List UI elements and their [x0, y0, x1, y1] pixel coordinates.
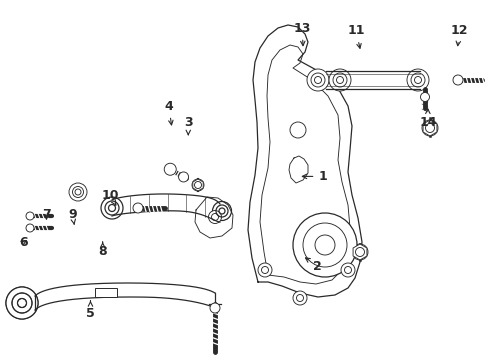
Text: 10: 10	[101, 189, 119, 205]
Polygon shape	[288, 156, 307, 183]
Text: 14: 14	[418, 109, 436, 129]
Text: 8: 8	[98, 242, 107, 258]
Circle shape	[6, 287, 38, 319]
Circle shape	[209, 303, 220, 313]
Text: 4: 4	[164, 100, 173, 125]
Circle shape	[420, 93, 428, 102]
Circle shape	[69, 183, 87, 201]
Text: 1: 1	[302, 170, 326, 183]
Text: 2: 2	[305, 258, 322, 273]
Text: 7: 7	[42, 208, 51, 221]
Circle shape	[292, 291, 306, 305]
Circle shape	[351, 244, 367, 260]
Circle shape	[421, 120, 437, 136]
Text: 9: 9	[68, 208, 77, 224]
Circle shape	[208, 211, 221, 224]
Text: 13: 13	[293, 22, 310, 46]
Polygon shape	[422, 120, 436, 136]
Polygon shape	[352, 244, 366, 260]
Polygon shape	[192, 179, 203, 191]
Polygon shape	[195, 197, 232, 238]
Circle shape	[164, 163, 176, 175]
Bar	[95, 288, 117, 297]
Circle shape	[212, 202, 231, 220]
Circle shape	[26, 224, 34, 232]
Circle shape	[26, 212, 34, 220]
Circle shape	[289, 122, 305, 138]
Circle shape	[292, 213, 356, 277]
Circle shape	[340, 263, 354, 277]
Circle shape	[406, 69, 428, 91]
Circle shape	[328, 69, 350, 91]
Text: 12: 12	[450, 24, 468, 46]
Polygon shape	[260, 45, 349, 284]
Circle shape	[178, 172, 188, 182]
Circle shape	[101, 197, 123, 219]
Polygon shape	[247, 25, 361, 297]
Text: 6: 6	[19, 236, 28, 249]
Circle shape	[192, 179, 203, 191]
Circle shape	[258, 263, 271, 277]
Circle shape	[452, 75, 462, 85]
Circle shape	[6, 287, 38, 319]
Text: 11: 11	[346, 24, 364, 48]
Circle shape	[306, 69, 328, 91]
Text: 5: 5	[86, 301, 95, 320]
Circle shape	[133, 203, 142, 213]
Text: 3: 3	[183, 116, 192, 135]
